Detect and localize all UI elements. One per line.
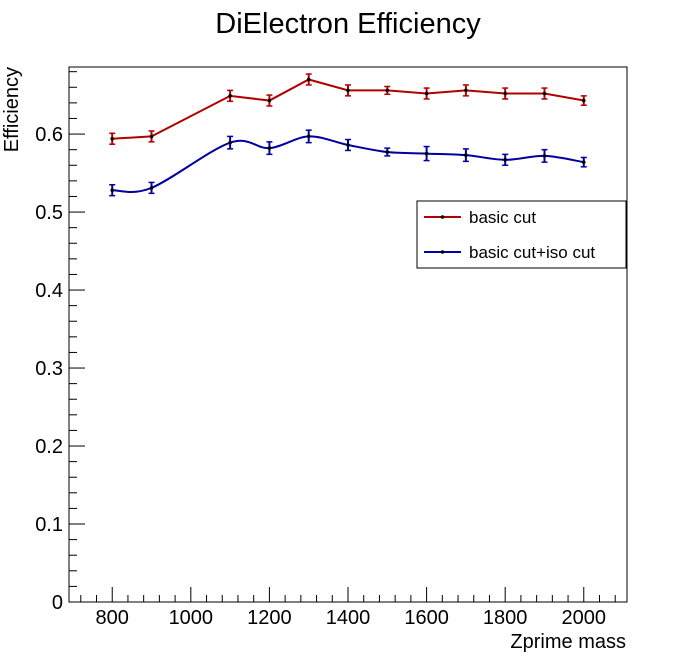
data-point: [503, 158, 507, 162]
legend: basic cut basic cut+iso cut: [416, 200, 627, 269]
data-point: [542, 154, 547, 158]
data-point: [228, 94, 232, 98]
data-point: [385, 88, 390, 93]
data-point: [346, 88, 350, 93]
legend-box: [416, 200, 627, 269]
data-point: [149, 134, 154, 139]
data-point: [424, 151, 429, 156]
legend-marker: [440, 215, 445, 219]
y-axis-title: Efficiency: [1, 67, 23, 152]
data-point: [267, 146, 272, 150]
data-point: [306, 77, 311, 82]
legend-marker: [440, 250, 445, 254]
y-tick-label: 0.6: [35, 124, 63, 146]
data-point: [581, 160, 586, 164]
data-point: [503, 91, 507, 96]
data-point: [110, 188, 115, 193]
series-layer: [109, 73, 587, 197]
data-point: [228, 140, 232, 145]
y-axis: 0 0.1 0.2 0.3 0.4 0.5 0.6: [35, 71, 85, 614]
x-tick-label: 1600: [404, 607, 449, 629]
y-tick-label: 0.5: [35, 202, 63, 224]
x-tick-label: 1800: [483, 607, 528, 629]
data-point: [385, 150, 390, 154]
data-point: [149, 186, 154, 190]
data-point: [267, 98, 272, 103]
data-point: [110, 136, 115, 141]
x-tick-label: 1000: [169, 607, 214, 629]
y-tick-label: 0.2: [35, 436, 63, 458]
series-line: [112, 78, 584, 140]
y-tick-label: 0: [52, 592, 63, 614]
x-tick-label: 800: [96, 607, 129, 629]
legend-label: basic cut: [469, 208, 536, 227]
series-group: [109, 73, 587, 145]
data-point: [464, 153, 468, 157]
x-tick-label: 2000: [562, 607, 607, 629]
data-point: [581, 98, 586, 103]
data-point: [424, 91, 429, 96]
series-group: [109, 129, 587, 197]
data-point: [464, 88, 468, 93]
x-axis: 800 1000 1200 1400 1600 1800 2000: [80, 587, 616, 629]
data-point: [346, 143, 350, 147]
y-tick-label: 0.4: [35, 280, 63, 302]
chart-title: DiElectron Efficiency: [215, 8, 481, 40]
data-point: [542, 91, 547, 96]
y-tick-label: 0.1: [35, 514, 63, 536]
x-tick-label: 1200: [247, 607, 292, 629]
y-tick-label: 0.3: [35, 358, 63, 380]
x-axis-title: Zprime mass: [510, 631, 626, 653]
x-tick-label: 1400: [326, 607, 371, 629]
legend-label: basic cut+iso cut: [469, 243, 595, 262]
data-point: [306, 134, 311, 139]
